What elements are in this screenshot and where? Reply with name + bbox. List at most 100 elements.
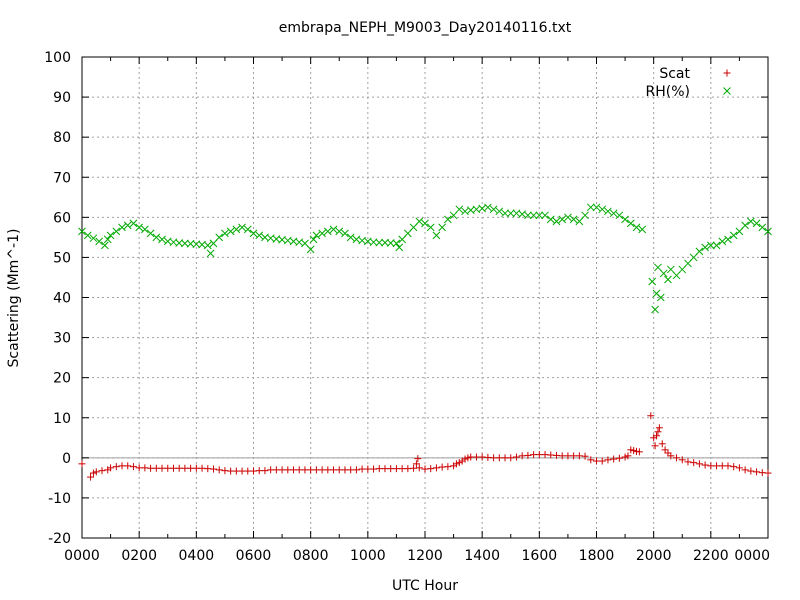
data-point: [221, 229, 229, 238]
data-point: [587, 456, 595, 464]
data-point: [203, 241, 212, 250]
series-scat: [78, 412, 772, 481]
data-point: [758, 223, 767, 232]
data-point: [712, 241, 721, 250]
data-point: [438, 223, 447, 232]
legend-marker-scat: [723, 69, 731, 77]
data-point: [667, 452, 675, 460]
data-point: [656, 293, 665, 302]
series-rh: [78, 203, 772, 314]
data-point: [106, 231, 115, 240]
data-point: [648, 277, 657, 286]
data-point: [664, 275, 672, 284]
x-tick-label: 0400: [179, 548, 215, 564]
x-tick-label: 0800: [293, 548, 329, 564]
y-tick-label: -10: [48, 491, 71, 507]
y-tick-label: 50: [53, 250, 71, 266]
data-point: [309, 235, 318, 244]
data-point: [152, 233, 161, 242]
data-point: [741, 221, 749, 230]
data-point: [209, 239, 218, 248]
data-point: [392, 239, 401, 248]
data-point: [107, 464, 115, 472]
data-point: [495, 207, 504, 216]
data-point: [461, 455, 469, 463]
data-point: [87, 473, 95, 481]
legend-marker-rh: [723, 87, 731, 95]
data-point: [83, 231, 92, 240]
data-point: [678, 456, 686, 464]
x-tick-label: 0600: [236, 548, 272, 564]
data-point: [464, 454, 472, 462]
data-point: [724, 462, 732, 470]
data-point: [112, 463, 120, 471]
y-tick-label: 30: [53, 331, 71, 347]
data-point: [666, 265, 675, 274]
data-point: [449, 211, 458, 220]
data-point: [609, 209, 618, 218]
x-axis-label: UTC Hour: [392, 578, 458, 594]
data-point: [141, 225, 149, 234]
data-point: [746, 217, 755, 226]
data-point: [569, 215, 578, 224]
data-point: [395, 243, 404, 252]
data-point: [730, 463, 738, 471]
x-tick-label: 1200: [407, 548, 443, 564]
y-tick-labels: -20 -10 0 10 20 30 40 50 60 70 80 90 100: [44, 50, 71, 547]
data-point: [329, 225, 338, 234]
data-point: [444, 463, 452, 471]
x-tick-labels: 0000 0200 0400 0600 0800 1000 1200 1400 1600 1800…: [64, 548, 770, 564]
data-point: [621, 453, 629, 461]
data-point: [684, 458, 692, 466]
data-point: [524, 451, 532, 459]
data-point: [427, 465, 435, 473]
data-point: [232, 225, 241, 234]
data-point: [444, 215, 452, 224]
data-point: [507, 454, 515, 462]
data-point: [226, 227, 235, 236]
data-point: [78, 460, 86, 468]
data-point: [129, 463, 137, 471]
data-point: [764, 227, 772, 236]
data-point: [135, 223, 144, 232]
x-tick-label: 1600: [522, 548, 558, 564]
data-point: [564, 213, 572, 222]
legend: Scat RH(%): [646, 66, 731, 100]
data-point: [301, 239, 309, 248]
data-point: [103, 235, 112, 244]
data-point: [586, 203, 595, 212]
data-point: [695, 460, 703, 468]
data-point: [615, 211, 624, 220]
data-point: [651, 442, 659, 450]
legend-label-scat: Scat: [659, 66, 690, 82]
data-point: [552, 217, 561, 226]
data-point: [752, 219, 761, 228]
data-point: [638, 225, 647, 234]
data-point: [624, 452, 632, 460]
data-point: [403, 229, 412, 238]
data-point: [753, 468, 761, 476]
y-tick-label: 80: [53, 130, 71, 146]
data-point: [558, 215, 567, 224]
data-point: [690, 459, 698, 467]
data-point: [426, 223, 435, 232]
data-point: [512, 453, 520, 461]
data-point: [341, 229, 349, 238]
data-point: [209, 465, 217, 473]
data-point: [651, 305, 659, 314]
data-point: [654, 428, 662, 436]
data-point: [546, 215, 555, 224]
data-point: [409, 223, 418, 232]
data-point: [581, 452, 589, 460]
data-point: [455, 459, 463, 467]
data-point: [604, 207, 612, 216]
data-point: [575, 217, 584, 226]
data-point: [312, 231, 321, 240]
data-point: [432, 464, 440, 472]
data-point: [124, 462, 132, 470]
data-series: [78, 203, 772, 481]
data-point: [635, 448, 643, 456]
data-point: [489, 205, 498, 214]
data-point: [764, 469, 772, 477]
data-point: [535, 211, 544, 220]
